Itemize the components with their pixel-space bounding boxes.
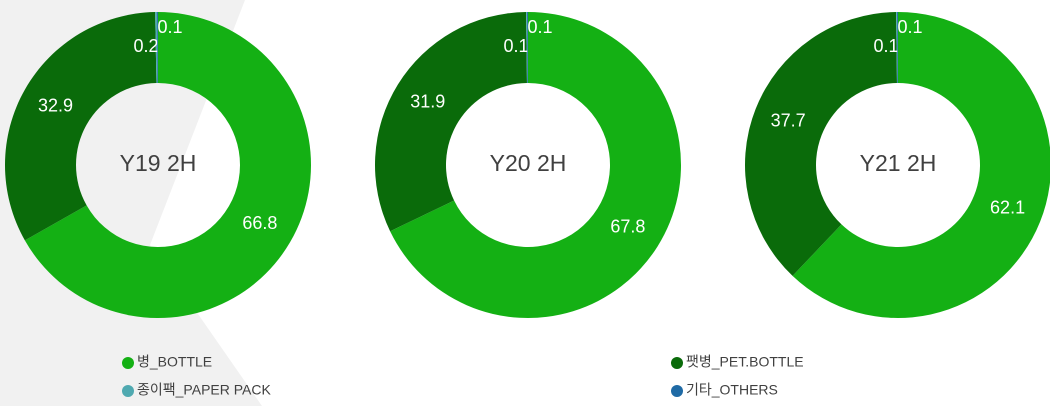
data-label: 0.1 bbox=[503, 36, 528, 56]
legend-swatch bbox=[122, 357, 134, 369]
donut-slice bbox=[897, 12, 898, 84]
donut-slice bbox=[4, 12, 157, 241]
donut-slice bbox=[157, 12, 158, 84]
data-label: 62.1 bbox=[990, 198, 1025, 218]
donut-slice bbox=[745, 12, 897, 276]
data-label: 0.2 bbox=[133, 36, 158, 56]
legend-label: 기타_OTHERS bbox=[686, 382, 778, 398]
legend-label: 팻병_PET.BOTTLE bbox=[686, 354, 804, 370]
data-label: 67.8 bbox=[610, 217, 645, 237]
center-label: Y21 2H bbox=[860, 150, 937, 176]
donut-slice bbox=[792, 12, 1050, 318]
data-label: 0.1 bbox=[157, 17, 182, 37]
donut-slice bbox=[526, 12, 528, 84]
data-label: 37.7 bbox=[771, 111, 806, 131]
data-label: 32.9 bbox=[38, 95, 73, 115]
donut-slice bbox=[374, 12, 527, 232]
legend-swatch bbox=[671, 385, 683, 397]
legend-label: 종이팩_PAPER PACK bbox=[137, 382, 271, 398]
donut-slice bbox=[390, 12, 681, 319]
legend-swatch bbox=[671, 357, 683, 369]
center-label: Y20 2H bbox=[490, 150, 567, 176]
data-label: 0.1 bbox=[873, 36, 898, 56]
data-label: 0.1 bbox=[527, 17, 552, 37]
legend-label: 병_BOTTLE bbox=[137, 354, 212, 370]
data-label: 66.8 bbox=[242, 213, 277, 233]
data-label: 31.9 bbox=[410, 92, 445, 112]
donut-slice bbox=[896, 12, 898, 84]
donut-slice bbox=[24, 12, 312, 318]
donut-slice bbox=[155, 12, 158, 84]
center-label: Y19 2H bbox=[120, 150, 197, 176]
donut-slice bbox=[527, 12, 528, 84]
data-label: 0.1 bbox=[897, 17, 922, 37]
legend-swatch bbox=[122, 385, 134, 397]
